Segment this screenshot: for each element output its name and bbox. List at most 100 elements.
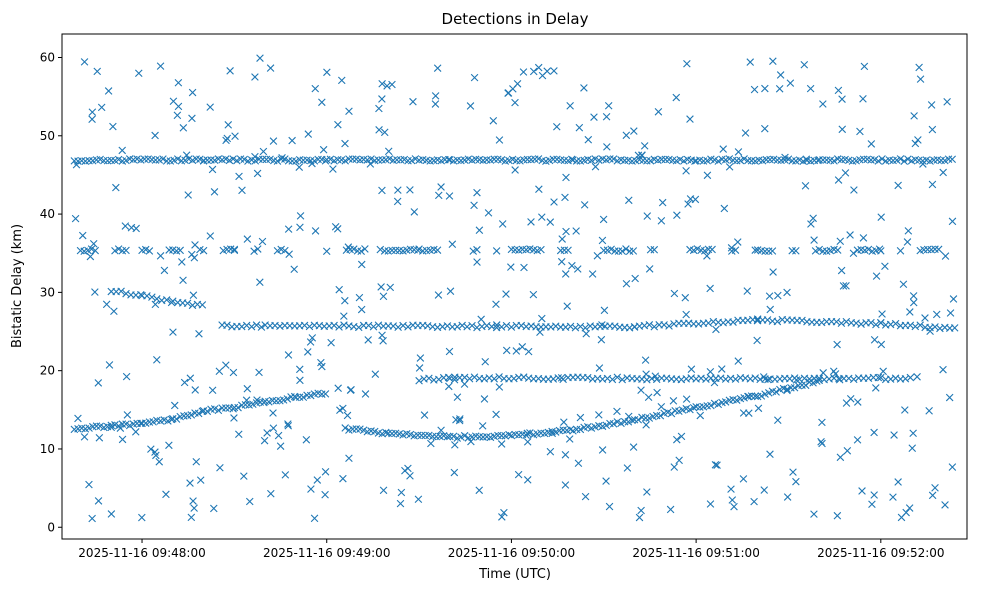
track-marker (388, 80, 396, 89)
noise-marker (859, 234, 868, 242)
noise-marker (187, 513, 196, 522)
noise-marker (712, 325, 720, 334)
noise-marker (728, 496, 737, 504)
noise-marker (406, 472, 414, 480)
noise-marker (889, 493, 897, 501)
noise-marker (498, 513, 506, 521)
track-marker (495, 373, 503, 381)
noise-marker (208, 165, 217, 174)
track-marker (153, 295, 161, 303)
track-marker (581, 324, 590, 332)
noise-marker (931, 484, 939, 492)
noise-marker (296, 223, 304, 232)
track-marker (382, 428, 390, 437)
noise-marker (868, 500, 876, 509)
noise-marker (769, 268, 777, 276)
x-tick-label: 2025-11-16 09:52:00 (817, 546, 944, 560)
noise-marker (132, 224, 140, 233)
noise-marker (240, 472, 248, 480)
noise-marker (308, 159, 316, 168)
noise-marker (622, 131, 631, 140)
noise-marker (835, 375, 844, 384)
noise-marker (904, 227, 913, 235)
noise-marker (645, 265, 654, 273)
noise-marker (654, 107, 663, 116)
noise-marker (308, 334, 317, 342)
noise-marker (859, 95, 867, 103)
noise-marker (786, 79, 795, 87)
noise-marker (255, 368, 263, 377)
noise-marker (437, 183, 445, 191)
track-marker (656, 411, 665, 420)
noise-marker (719, 145, 728, 153)
track-marker (162, 157, 171, 165)
noise-marker (86, 252, 95, 261)
track-marker (364, 321, 373, 330)
track-marker (468, 321, 476, 330)
track-marker (460, 431, 469, 440)
track-marker (572, 425, 581, 434)
noise-marker (948, 463, 957, 471)
track-marker (257, 323, 266, 331)
track-marker (199, 246, 208, 255)
noise-marker (162, 490, 170, 499)
noise-marker (878, 310, 886, 318)
noise-marker (518, 343, 527, 351)
y-tick-label: 20 (40, 364, 55, 378)
track-marker (399, 321, 407, 330)
noise-marker (296, 376, 304, 385)
x-tick-label: 2025-11-16 09:48:00 (78, 546, 205, 560)
track-marker (162, 296, 171, 304)
noise-marker (284, 421, 293, 430)
noise-marker (375, 126, 383, 134)
track-marker (473, 245, 481, 254)
track-marker (634, 415, 643, 424)
track-marker (798, 316, 806, 325)
noise-marker (258, 237, 267, 246)
noise-marker (259, 147, 268, 156)
noise-marker (706, 500, 715, 508)
noise-marker (819, 369, 827, 377)
track-marker (815, 374, 824, 383)
track-marker (357, 247, 365, 256)
y-tick-label: 10 (40, 442, 55, 456)
noise-marker (673, 211, 681, 219)
noise-marker (927, 101, 936, 109)
noise-marker (834, 86, 843, 95)
noise-marker (206, 232, 215, 240)
noise-marker (473, 258, 481, 266)
track-marker (877, 373, 885, 382)
noise-marker (548, 429, 557, 438)
noise-marker (657, 402, 666, 411)
track-marker (751, 374, 760, 382)
noise-marker (467, 437, 475, 446)
track-marker (900, 157, 908, 165)
noise-marker (85, 480, 93, 489)
y-axis-label: Bistatic Delay (km) (10, 224, 25, 348)
track-marker (878, 155, 886, 163)
track-marker (613, 373, 622, 382)
track-marker (549, 155, 558, 164)
noise-marker (870, 428, 878, 437)
track-marker (901, 374, 910, 383)
noise-marker (789, 468, 797, 476)
noise-marker (909, 429, 917, 438)
noise-marker (453, 393, 462, 401)
x-axis-label: Time (UTC) (478, 567, 551, 582)
noise-marker (357, 305, 366, 314)
noise-marker (741, 129, 750, 137)
noise-marker (836, 237, 845, 246)
noise-marker (230, 414, 238, 422)
noise-marker (905, 504, 914, 512)
noise-marker (222, 136, 230, 145)
noise-marker (566, 102, 574, 110)
track-marker (490, 374, 498, 383)
noise-marker (323, 68, 331, 77)
noise-marker (371, 370, 380, 378)
noise-marker (121, 222, 130, 230)
noise-marker (653, 388, 661, 397)
noise-marker (597, 335, 606, 344)
track-marker (576, 322, 585, 331)
noise-marker (456, 415, 464, 423)
noise-marker (253, 169, 262, 178)
